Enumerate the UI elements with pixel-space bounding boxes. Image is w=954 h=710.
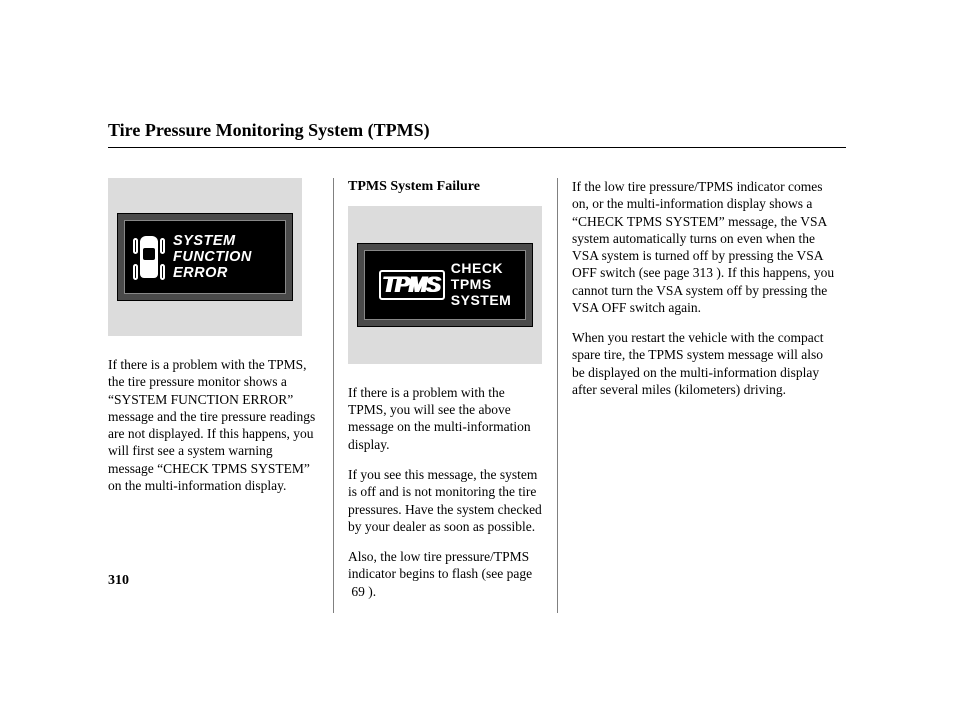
display-line-1: SYSTEM <box>173 233 252 249</box>
col2-paragraph-1: If there is a problem with the TPMS, you… <box>348 384 543 453</box>
column-3: If the low tire pressure/TPMS indicator … <box>558 178 838 613</box>
col1-paragraph-1: If there is a problem with the TPMS, the… <box>108 356 319 494</box>
display-line-3: SYSTEM <box>451 293 512 309</box>
col3-paragraph-2: When you restart the vehicle with the co… <box>572 329 838 398</box>
display-text: CHECK TPMS SYSTEM <box>451 261 512 308</box>
col2-paragraph-2: If you see this message, the system is o… <box>348 466 543 535</box>
manual-page: Tire Pressure Monitoring System (TPMS) <box>0 0 954 710</box>
page-title: Tire Pressure Monitoring System (TPMS) <box>108 120 846 148</box>
display-text: SYSTEM FUNCTION ERROR <box>173 233 252 282</box>
display-panel-check-tpms: TPMS CHECK TPMS SYSTEM <box>348 206 542 364</box>
display-frame: SYSTEM FUNCTION ERROR <box>117 213 293 301</box>
display-screen: SYSTEM FUNCTION ERROR <box>124 220 286 294</box>
page-number: 310 <box>108 573 129 589</box>
car-outline-icon <box>133 230 165 284</box>
display-line-2: TPMS <box>451 277 512 293</box>
column-layout: SYSTEM FUNCTION ERROR If there is a prob… <box>108 178 846 613</box>
subheading-tpms-failure: TPMS System Failure <box>348 178 543 196</box>
display-line-2: FUNCTION <box>173 249 252 265</box>
tpms-badge-icon: TPMS <box>379 270 445 300</box>
display-frame: TPMS CHECK TPMS SYSTEM <box>357 243 533 327</box>
col2-paragraph-3: Also, the low tire pressure/TPMS indicat… <box>348 548 543 600</box>
display-line-1: CHECK <box>451 261 512 277</box>
display-line-3: ERROR <box>173 265 252 281</box>
col3-paragraph-1: If the low tire pressure/TPMS indicator … <box>572 178 838 316</box>
display-screen: TPMS CHECK TPMS SYSTEM <box>364 250 526 320</box>
column-2: TPMS System Failure TPMS CHECK TPMS SYST… <box>334 178 558 613</box>
column-1: SYSTEM FUNCTION ERROR If there is a prob… <box>108 178 334 613</box>
display-panel-system-error: SYSTEM FUNCTION ERROR <box>108 178 302 336</box>
